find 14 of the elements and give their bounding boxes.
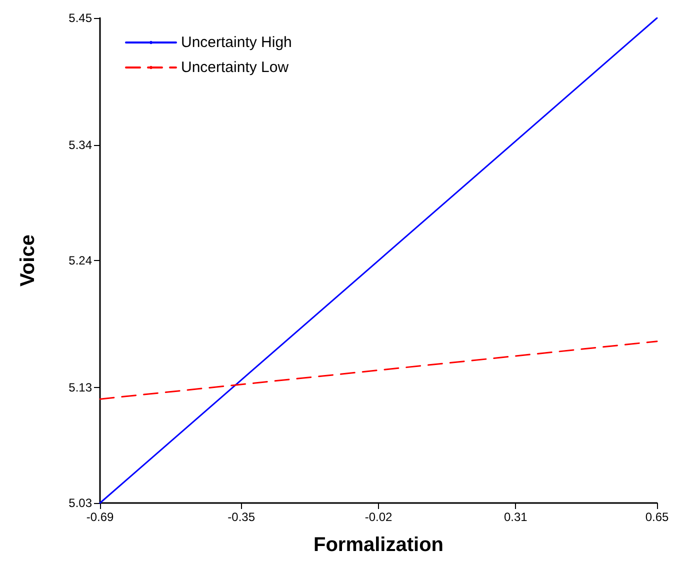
legend-label: Uncertainty High [181, 34, 292, 51]
x-axis-title: Formalization [313, 534, 444, 556]
x-tick-label: 0.31 [504, 510, 528, 524]
x-tick-label: -0.02 [364, 510, 392, 524]
y-tick-label: 5.24 [68, 254, 92, 268]
y-tick-label: 5.34 [68, 138, 92, 152]
x-tick-label: -0.69 [86, 510, 114, 524]
y-tick-label: 5.45 [68, 11, 92, 25]
y-tick-label: 5.03 [68, 496, 92, 510]
y-tick-label: 5.13 [68, 380, 92, 395]
x-tick-label: 0.65 [645, 510, 669, 524]
legend-label: Uncertainty Low [181, 59, 289, 76]
y-axis-title: Voice [17, 234, 39, 286]
x-tick-label: -0.35 [228, 510, 256, 524]
